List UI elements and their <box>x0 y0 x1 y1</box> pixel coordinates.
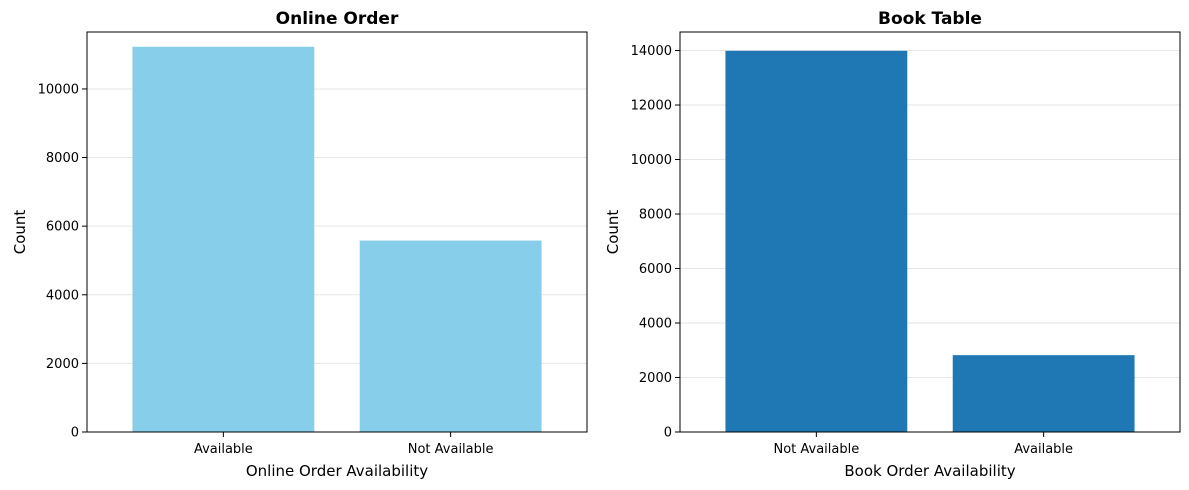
x-tick-label-not-available: Not Available <box>773 442 859 457</box>
bar-available <box>952 355 1135 432</box>
x-axis-label: Online Order Availability <box>246 462 428 480</box>
bar-not-available <box>359 240 542 432</box>
y-tick-label: 0 <box>664 426 672 441</box>
y-tick-label: 4000 <box>639 317 672 332</box>
chart-title: Book Table <box>878 9 982 29</box>
plot-frame <box>86 31 588 433</box>
y-axis-label: Count <box>604 210 622 255</box>
y-tick-label: 6000 <box>46 220 79 235</box>
x-axis-label: Book Order Availability <box>844 462 1015 480</box>
y-tick-label: 0 <box>71 426 79 441</box>
chart-2: 0 2000 4000 6000 8000 10000 12000 14000 Not Avai… <box>604 9 1181 480</box>
y-tick-label: 4000 <box>46 288 79 303</box>
y-tick-label: 14000 <box>631 44 672 59</box>
chart-1: 0 2000 4000 6000 8000 10000 Available Not Avail… <box>11 9 588 480</box>
y-tick-label: 10000 <box>631 153 672 168</box>
y-tick-label: 10000 <box>38 82 79 97</box>
y-tick-label: 2000 <box>46 357 79 372</box>
plot-frame <box>679 31 1181 433</box>
y-tick-label: 6000 <box>639 262 672 277</box>
y-tick-label: 2000 <box>639 371 672 386</box>
y-tick-label: 8000 <box>46 151 79 166</box>
y-axis-label: Count <box>11 210 29 255</box>
chart-title: Online Order <box>276 9 399 29</box>
y-tick-label: 12000 <box>631 99 672 114</box>
x-tick-label-available: Available <box>1014 442 1073 457</box>
y-tick-label: 8000 <box>639 208 672 223</box>
bar-available <box>132 46 315 433</box>
x-tick-label-not-available: Not Available <box>408 442 494 457</box>
bar-not-available <box>725 50 908 433</box>
x-tick-label-available: Available <box>194 442 253 457</box>
